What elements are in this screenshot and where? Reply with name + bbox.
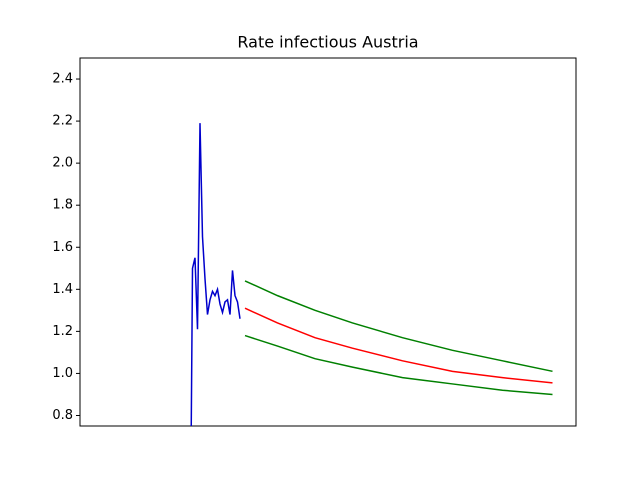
y-tick-label: 1.8 (52, 198, 73, 213)
axes-frame (79, 57, 577, 427)
y-tick-label: 1.0 (52, 366, 73, 381)
data-line (244, 280, 553, 373)
data-line (244, 334, 553, 396)
y-tick-label: 2.4 (52, 72, 73, 87)
y-tick-label: 1.2 (52, 324, 73, 339)
y-tick-label: 1.4 (52, 282, 73, 297)
y-tick-label: 2.2 (52, 114, 73, 129)
data-line (244, 307, 553, 384)
y-tick-label: 1.6 (52, 240, 73, 255)
data-line (190, 123, 241, 426)
chart-title: Rate infectious Austria (237, 33, 418, 52)
y-tick-label: 2.0 (52, 156, 73, 171)
plot-area (190, 123, 553, 426)
y-tick-label: 0.8 (52, 408, 73, 423)
